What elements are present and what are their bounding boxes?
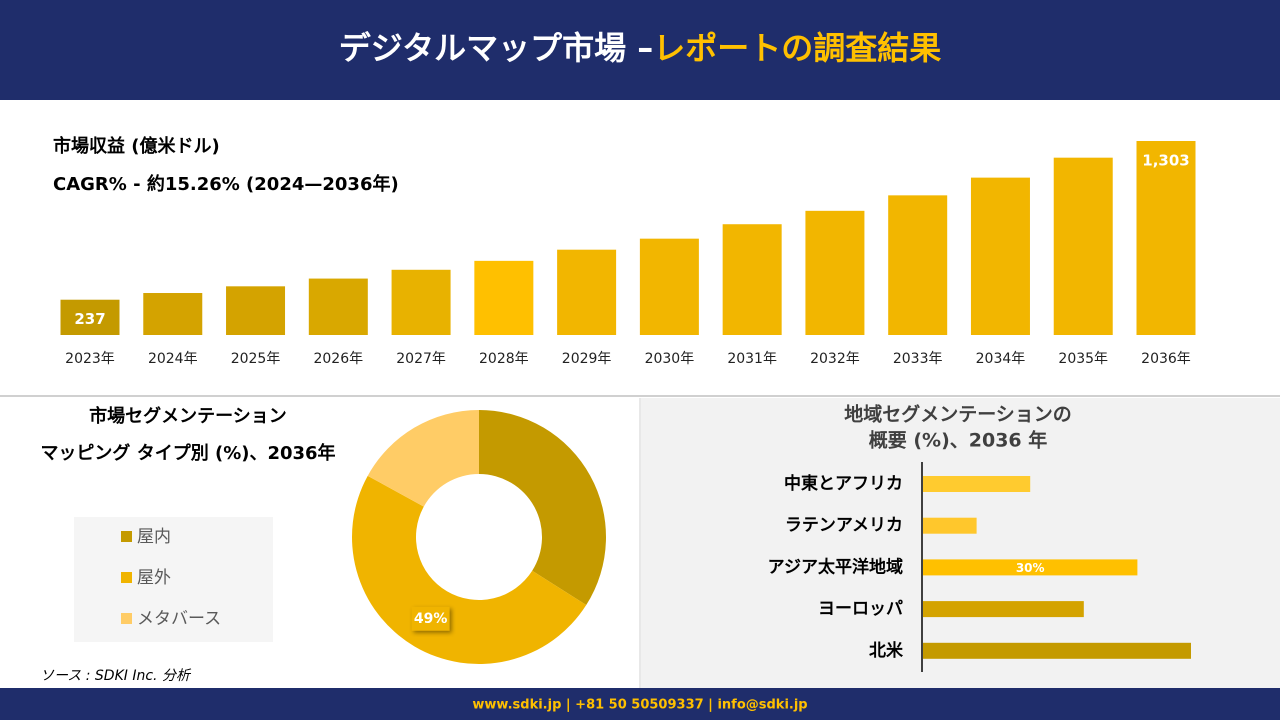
x-tick-label: 2032年 — [810, 351, 860, 367]
region-panel — [641, 398, 1280, 688]
x-tick-label: 2031年 — [727, 351, 777, 367]
x-tick-label: 2025年 — [231, 351, 281, 367]
legend-label: 屋内 — [137, 527, 171, 547]
legend-label: 屋外 — [137, 568, 171, 588]
chart-subtitle: CAGR% - 約15.26% (2024—2036年) — [53, 173, 399, 195]
legend-label: メタバース — [137, 609, 221, 629]
x-tick-label: 2030年 — [645, 351, 695, 367]
x-tick-label: 2026年 — [313, 351, 363, 367]
chart-subtitle: 概要 (%)、2036 年 — [869, 429, 1048, 452]
bar — [474, 260, 534, 335]
bar — [143, 293, 203, 335]
x-tick-label: 2028年 — [479, 351, 529, 367]
value-label: 1,303 — [1142, 152, 1189, 170]
y-tick-label: ヨーロッパ — [818, 599, 903, 619]
bar — [923, 476, 1031, 492]
x-tick-label: 2035年 — [1058, 351, 1108, 367]
bar — [923, 559, 1138, 576]
bar — [1136, 141, 1196, 335]
header: デジタルマップ市場 –レポートの調査結果 — [339, 29, 942, 67]
chart-title: 市場収益 (億米ドル) — [53, 135, 220, 157]
chart-subtitle: マッピング タイプ別 (%)、2036年 — [40, 442, 335, 464]
bar — [923, 517, 977, 534]
donut-slice — [479, 410, 606, 606]
bar — [923, 642, 1191, 659]
y-tick-label: アジア太平洋地域 — [768, 556, 903, 577]
source: ソース : SDKI Inc. 分析 — [40, 668, 192, 684]
bar — [226, 286, 286, 335]
value-label: 49% — [414, 611, 448, 627]
x-tick-label: 2027年 — [396, 351, 446, 367]
bar — [1053, 157, 1113, 335]
legend-swatch — [121, 572, 132, 583]
bar — [923, 601, 1084, 618]
x-tick-label: 2024年 — [148, 351, 198, 367]
legend-swatch — [121, 531, 132, 542]
bar — [970, 177, 1030, 335]
y-tick-label: 中東とアフリカ — [784, 473, 903, 494]
bar — [60, 299, 120, 335]
y-tick-label: ラテンアメリカ — [785, 516, 903, 536]
chart-title: 地域セグメンテーションの — [844, 403, 1072, 426]
donut-slice — [352, 475, 587, 664]
x-tick-label: 2029年 — [562, 351, 612, 367]
value-label-box — [411, 606, 450, 631]
footer-bar — [0, 688, 1280, 720]
value-label: 30% — [1016, 561, 1045, 575]
bar — [308, 278, 368, 335]
legend-box — [74, 517, 273, 642]
chart-title: 市場セグメンテーション — [89, 405, 287, 427]
header-bar — [0, 0, 1280, 100]
x-tick-label: 2036年 — [1141, 351, 1191, 367]
header-subtitle: レポートの調査結果 — [653, 29, 941, 67]
y-tick-label: 北米 — [869, 640, 904, 661]
x-tick-label: 2023年 — [65, 351, 115, 367]
header-title: デジタルマップ市場 – — [339, 29, 654, 67]
bar — [888, 195, 948, 335]
bar — [805, 210, 865, 335]
bar — [722, 224, 782, 335]
bar — [557, 249, 617, 335]
value-label: 237 — [74, 310, 105, 328]
legend-swatch — [121, 613, 132, 624]
x-tick-label: 2034年 — [976, 351, 1026, 367]
x-tick-label: 2033年 — [893, 351, 943, 367]
bar — [391, 269, 451, 335]
bar — [639, 238, 699, 335]
donut-slice — [367, 410, 479, 507]
footer: www.sdki.jp | +81 50 50509337 | info@sdk… — [472, 698, 807, 713]
